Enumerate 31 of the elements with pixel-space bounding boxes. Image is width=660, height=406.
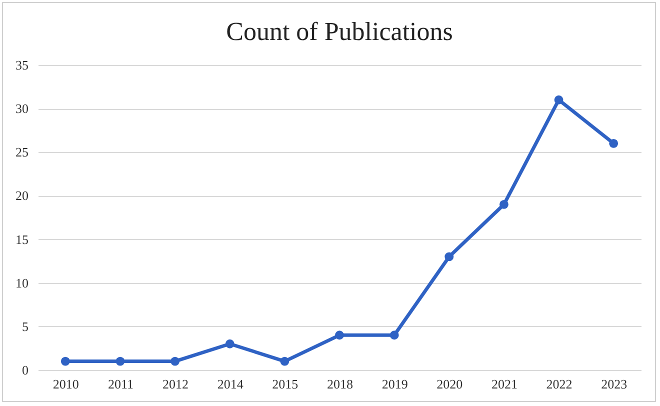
x-tick-label: 2020 (436, 376, 463, 392)
x-tick-label: 2019 (382, 376, 408, 392)
point (60, 356, 70, 366)
point (554, 95, 564, 104)
point (335, 330, 344, 340)
point (280, 356, 290, 366)
x-tick-label: 2011 (108, 376, 134, 392)
y-tick-label: 0 (22, 362, 28, 378)
point (170, 356, 180, 366)
x-tick-label: 2023 (601, 376, 628, 392)
y-tick-label: 10 (16, 275, 28, 290)
point (390, 330, 399, 340)
x-tick-label: 2010 (52, 376, 79, 392)
y-tick-label: 20 (16, 188, 28, 204)
x-tick-label: 2018 (327, 376, 353, 392)
point (609, 138, 618, 148)
y-tick-label: 15 (16, 232, 28, 247)
y-tick-label: 5 (22, 318, 28, 334)
x-tick-label: 2021 (491, 376, 518, 392)
y-tick-label: 35 (16, 58, 28, 72)
y-tick-label: 25 (16, 144, 28, 160)
point (444, 252, 454, 262)
y-tick-label: 30 (16, 101, 28, 116)
x-tick-label: 2012 (162, 376, 189, 392)
point (225, 339, 234, 348)
point (116, 356, 125, 366)
point (499, 200, 508, 209)
x-tick-label: 2022 (546, 376, 572, 392)
chart-title: Count of Publications (226, 17, 453, 46)
x-tick-label: 2015 (272, 376, 298, 392)
x-tick-label: 2014 (217, 376, 244, 392)
